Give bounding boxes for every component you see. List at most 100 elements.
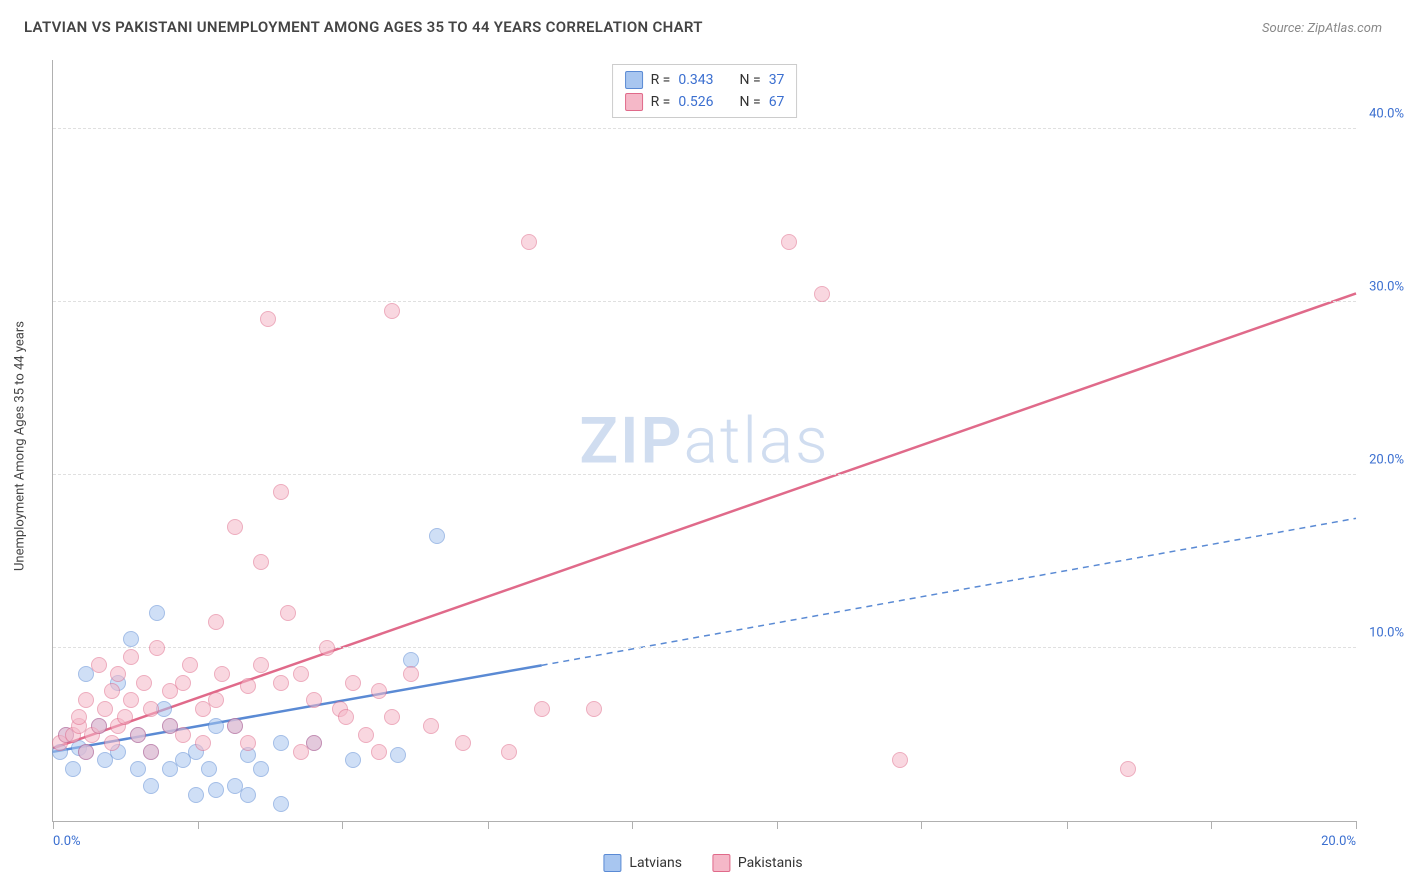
scatter-point	[123, 631, 139, 647]
legend-label: Pakistanis	[738, 855, 803, 871]
scatter-point	[195, 735, 211, 751]
legend-swatch	[712, 854, 730, 872]
x-tick-label-min: 0.0%	[53, 834, 81, 849]
chart-title: LATVIAN VS PAKISTANI UNEMPLOYMENT AMONG …	[24, 18, 703, 36]
source-citation: Source: ZipAtlas.com	[1262, 21, 1382, 36]
scatter-point	[892, 752, 908, 768]
scatter-point	[65, 761, 81, 777]
scatter-point	[781, 234, 797, 250]
scatter-point	[227, 718, 243, 734]
scatter-point	[208, 614, 224, 630]
watermark-bold: ZIP	[579, 403, 683, 478]
scatter-point	[188, 787, 204, 803]
scatter-point	[123, 692, 139, 708]
scatter-point	[143, 778, 159, 794]
gridline	[53, 474, 1356, 475]
series-legend: Latvians Pakistanis	[603, 854, 802, 872]
y-tick-label: 40.0%	[1369, 107, 1404, 122]
stats-legend-row: R =0.526N =67	[625, 91, 785, 113]
trend-line-dashed	[542, 518, 1356, 665]
scatter-point	[91, 718, 107, 734]
stats-legend-row: R = 0.343 N = 37	[625, 69, 785, 91]
scatter-point	[358, 727, 374, 743]
scatter-point	[208, 782, 224, 798]
gridline	[53, 301, 1356, 302]
scatter-point	[534, 701, 550, 717]
trend-lines	[53, 60, 1356, 821]
stat-r-label: R =	[651, 72, 671, 88]
y-tick-label: 20.0%	[1369, 453, 1404, 468]
scatter-point	[227, 519, 243, 535]
scatter-point	[371, 683, 387, 699]
scatter-point	[319, 640, 335, 656]
scatter-point	[149, 640, 165, 656]
scatter-point	[130, 727, 146, 743]
scatter-point	[384, 709, 400, 725]
x-tick	[1211, 821, 1212, 829]
scatter-point	[390, 747, 406, 763]
stats-legend: R = 0.343 N = 37 R =0.526N =67	[612, 64, 798, 118]
scatter-point	[273, 796, 289, 812]
stat-r-value: 0.343	[678, 72, 713, 88]
scatter-point	[97, 701, 113, 717]
x-tick	[342, 821, 343, 829]
scatter-point	[273, 675, 289, 691]
x-tick	[632, 821, 633, 829]
scatter-point	[182, 657, 198, 673]
stat-n-value: 37	[769, 72, 785, 88]
scatter-point	[521, 234, 537, 250]
scatter-point	[1120, 761, 1136, 777]
scatter-point	[130, 761, 146, 777]
x-tick	[1356, 821, 1357, 829]
scatter-point	[201, 761, 217, 777]
source-prefix: Source:	[1262, 21, 1304, 36]
y-tick-label: 10.0%	[1369, 626, 1404, 641]
scatter-point	[123, 649, 139, 665]
stat-n-label: N =	[740, 72, 761, 88]
scatter-point	[423, 718, 439, 734]
scatter-point	[208, 692, 224, 708]
scatter-point	[175, 727, 191, 743]
scatter-point	[429, 528, 445, 544]
scatter-point	[338, 709, 354, 725]
x-tick	[1067, 821, 1068, 829]
x-tick	[488, 821, 489, 829]
scatter-point	[240, 678, 256, 694]
legend-item: Pakistanis	[712, 854, 803, 872]
scatter-point	[104, 735, 120, 751]
scatter-point	[306, 692, 322, 708]
scatter-point	[586, 701, 602, 717]
scatter-point	[273, 735, 289, 751]
scatter-point	[253, 657, 269, 673]
scatter-point	[273, 484, 289, 500]
x-tick	[921, 821, 922, 829]
x-tick	[53, 821, 54, 829]
scatter-point	[240, 787, 256, 803]
scatter-point	[91, 657, 107, 673]
gridline	[53, 128, 1356, 129]
watermark-light: atlas	[684, 403, 830, 478]
x-tick	[777, 821, 778, 829]
scatter-point	[110, 666, 126, 682]
legend-item: Latvians	[603, 854, 682, 872]
scatter-point	[345, 752, 361, 768]
scatter-point	[117, 709, 133, 725]
stat-n-value: 67	[769, 94, 785, 110]
x-tick	[198, 821, 199, 829]
scatter-point	[78, 744, 94, 760]
scatter-point	[143, 744, 159, 760]
scatter-point	[214, 666, 230, 682]
scatter-point	[403, 666, 419, 682]
scatter-point	[71, 709, 87, 725]
scatter-point	[384, 303, 400, 319]
scatter-point	[260, 311, 276, 327]
scatter-point	[149, 605, 165, 621]
watermark: ZIPatlas	[579, 403, 829, 478]
source-name: ZipAtlas.com	[1307, 21, 1382, 36]
scatter-point	[208, 718, 224, 734]
scatter-point	[175, 675, 191, 691]
stat-r-label: R =	[651, 94, 671, 110]
scatter-point	[240, 735, 256, 751]
y-tick-label: 30.0%	[1369, 280, 1404, 295]
legend-label: Latvians	[629, 855, 682, 871]
